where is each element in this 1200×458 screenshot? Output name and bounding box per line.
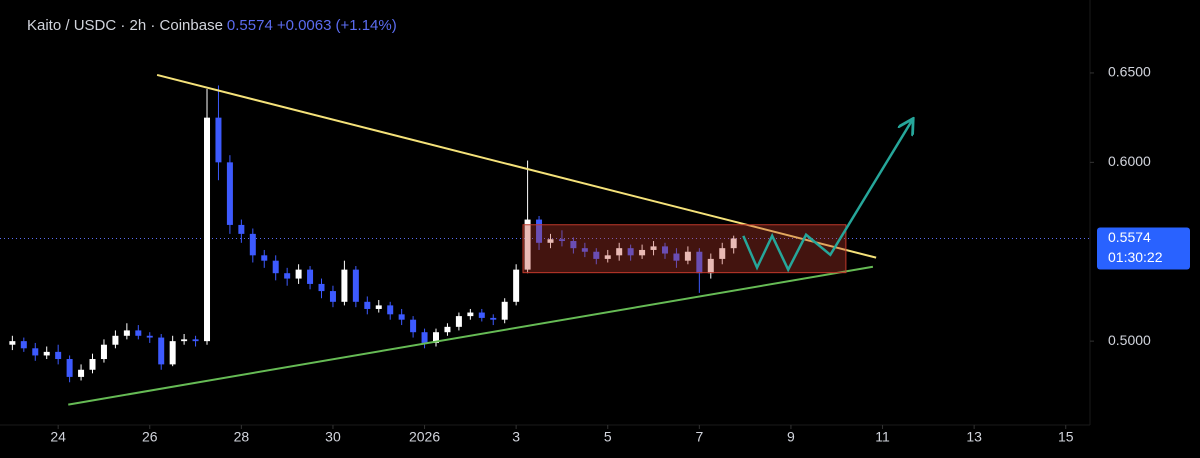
- candle-body: [158, 337, 165, 365]
- candle-body: [261, 255, 268, 261]
- candle-body: [169, 341, 176, 365]
- x-tick-label: 9: [787, 429, 795, 445]
- candle-body: [478, 312, 485, 318]
- candle-body: [9, 341, 16, 345]
- candle-body: [135, 330, 142, 336]
- candle-body: [467, 312, 474, 317]
- x-tick-label: 5: [604, 429, 612, 445]
- last-price: 0.5574: [226, 17, 273, 34]
- trend-line: [156, 73, 877, 259]
- candle-body: [32, 348, 39, 356]
- candle-body: [238, 224, 245, 234]
- chart-title: Kaito / USDC · 2h · Coinbase: [27, 17, 223, 34]
- candle-body: [329, 291, 336, 302]
- x-tick-label: 2026: [409, 429, 440, 445]
- candle-body: [364, 301, 371, 309]
- candle-body: [490, 317, 497, 320]
- candle-body: [284, 273, 291, 279]
- candle-body: [123, 330, 130, 336]
- candle-body: [455, 316, 462, 327]
- candle-body: [536, 219, 543, 243]
- candle-body: [593, 251, 600, 259]
- candle-body: [673, 253, 680, 261]
- candle-body: [696, 251, 703, 274]
- candle-body: [604, 255, 611, 259]
- candle-body: [272, 260, 279, 274]
- candle-body: [558, 239, 565, 242]
- candle-body: [192, 339, 199, 342]
- price-change: +0.0063: [276, 17, 332, 34]
- candle-body: [639, 249, 646, 256]
- candle-body: [341, 269, 348, 302]
- x-tick-label: 7: [695, 429, 703, 445]
- x-tick-label: 11: [875, 429, 890, 445]
- candle-body: [570, 241, 577, 249]
- candle-body: [547, 239, 554, 243]
- countdown-label: 01:30:22: [1108, 249, 1163, 265]
- candle-body: [112, 335, 119, 345]
- candle-body: [707, 258, 714, 274]
- candle-body: [650, 246, 657, 250]
- x-tick-label: 30: [325, 429, 341, 445]
- candle-body: [661, 246, 668, 254]
- candle-body: [684, 251, 691, 261]
- candle-body: [410, 319, 417, 333]
- candle-body: [204, 117, 211, 342]
- candle-body: [43, 351, 50, 356]
- x-tick-label: 28: [234, 429, 250, 445]
- candle-body: [513, 269, 520, 302]
- y-tick-label: 0.6500: [1108, 64, 1151, 80]
- candle-body: [89, 359, 96, 370]
- candle-body: [307, 269, 314, 284]
- candle-body: [444, 326, 451, 333]
- candle-body: [421, 332, 428, 343]
- range-box: [522, 224, 847, 274]
- candle-body: [375, 305, 382, 309]
- candle-body: [352, 269, 359, 302]
- trend-line: [68, 265, 874, 406]
- candle-body: [433, 332, 439, 343]
- candle-body: [215, 117, 222, 163]
- candle-body: [146, 335, 153, 338]
- candle-body: [398, 314, 405, 320]
- x-tick-label: 3: [512, 429, 520, 445]
- candle-body: [719, 248, 726, 259]
- y-tick-label: 0.5000: [1108, 332, 1151, 348]
- candle-body: [295, 269, 302, 279]
- candle-body: [100, 344, 107, 360]
- x-tick-label: 26: [142, 429, 158, 445]
- chart-header: Kaito / USDC · 2h · Coinbase 0.5574 +0.006…: [27, 17, 397, 34]
- x-tick-label: 24: [50, 429, 66, 445]
- candle-body: [616, 248, 623, 256]
- candle-body: [524, 219, 531, 270]
- price-label: 0.5574: [1108, 229, 1151, 245]
- candle-body: [318, 283, 325, 292]
- candle-body: [66, 359, 73, 377]
- candle-body: [730, 238, 737, 249]
- x-tick-label: 15: [1058, 429, 1074, 445]
- candle-body: [249, 233, 256, 256]
- candle-body: [627, 248, 634, 256]
- y-tick-label: 0.6000: [1108, 153, 1151, 169]
- candle-body: [181, 339, 188, 342]
- projection-arrow: [742, 120, 912, 273]
- price-label-box: [1097, 227, 1190, 270]
- candle-body: [78, 369, 85, 377]
- candle-body: [55, 351, 62, 360]
- price-change-pct: (+1.14%): [335, 17, 397, 34]
- candle-body: [387, 305, 394, 315]
- candle-body: [581, 248, 588, 252]
- candle-body: [501, 301, 508, 320]
- candle-body: [226, 162, 233, 225]
- x-tick-label: 13: [966, 429, 982, 445]
- candle-body: [20, 341, 27, 349]
